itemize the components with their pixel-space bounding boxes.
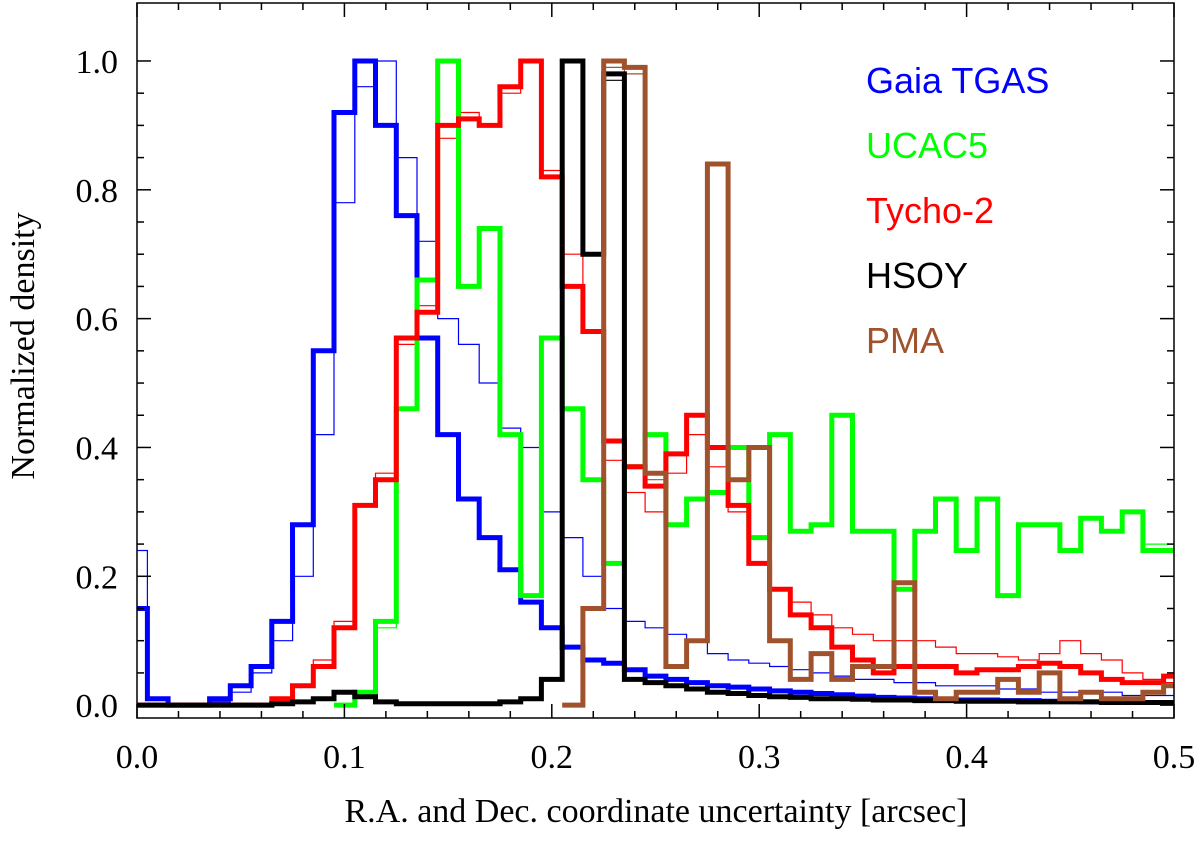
y-tick-label: 0.0 [76,688,119,725]
x-tick-label: 0.3 [738,739,781,776]
x-tick-labels: 0.0 0.1 0.2 0.3 0.4 0.5 [116,739,1196,776]
legend-entry-hsoy: HSOY [866,255,968,296]
x-tick-label: 0.5 [1153,739,1196,776]
series-pma-r-a [562,58,1174,708]
legend-entry-tycho-2: Tycho-2 [866,190,994,231]
y-tick-label: 0.8 [76,173,119,210]
x-tick-label: 0.0 [116,739,159,776]
series-tycho-2-r-a [137,58,1174,708]
y-tick-label: 1.0 [76,44,119,81]
x-tick-label: 0.1 [323,739,366,776]
plot-frame [136,2,1175,719]
y-tick-label: 0.4 [76,430,119,467]
legend: Gaia TGAS UCAC5 Tycho-2 HSOY PMA [866,60,1049,361]
legend-entry-pma: PMA [866,320,944,361]
legend-entry-gaia-tgas: Gaia TGAS [866,60,1049,101]
series-layer [137,58,1174,708]
y-tick-label: 0.2 [76,559,119,596]
y-tick-labels: 0.0 0.2 0.4 0.6 0.8 1.0 [76,44,119,725]
x-tick-label: 0.4 [945,739,988,776]
y-axis-title: Normalized density [5,212,42,479]
y-tick-label: 0.6 [76,302,119,339]
x-axis-title: R.A. and Dec. coordinate uncertainty [ar… [344,793,967,830]
x-tick-label: 0.2 [531,739,574,776]
legend-entry-ucac5: UCAC5 [866,125,988,166]
